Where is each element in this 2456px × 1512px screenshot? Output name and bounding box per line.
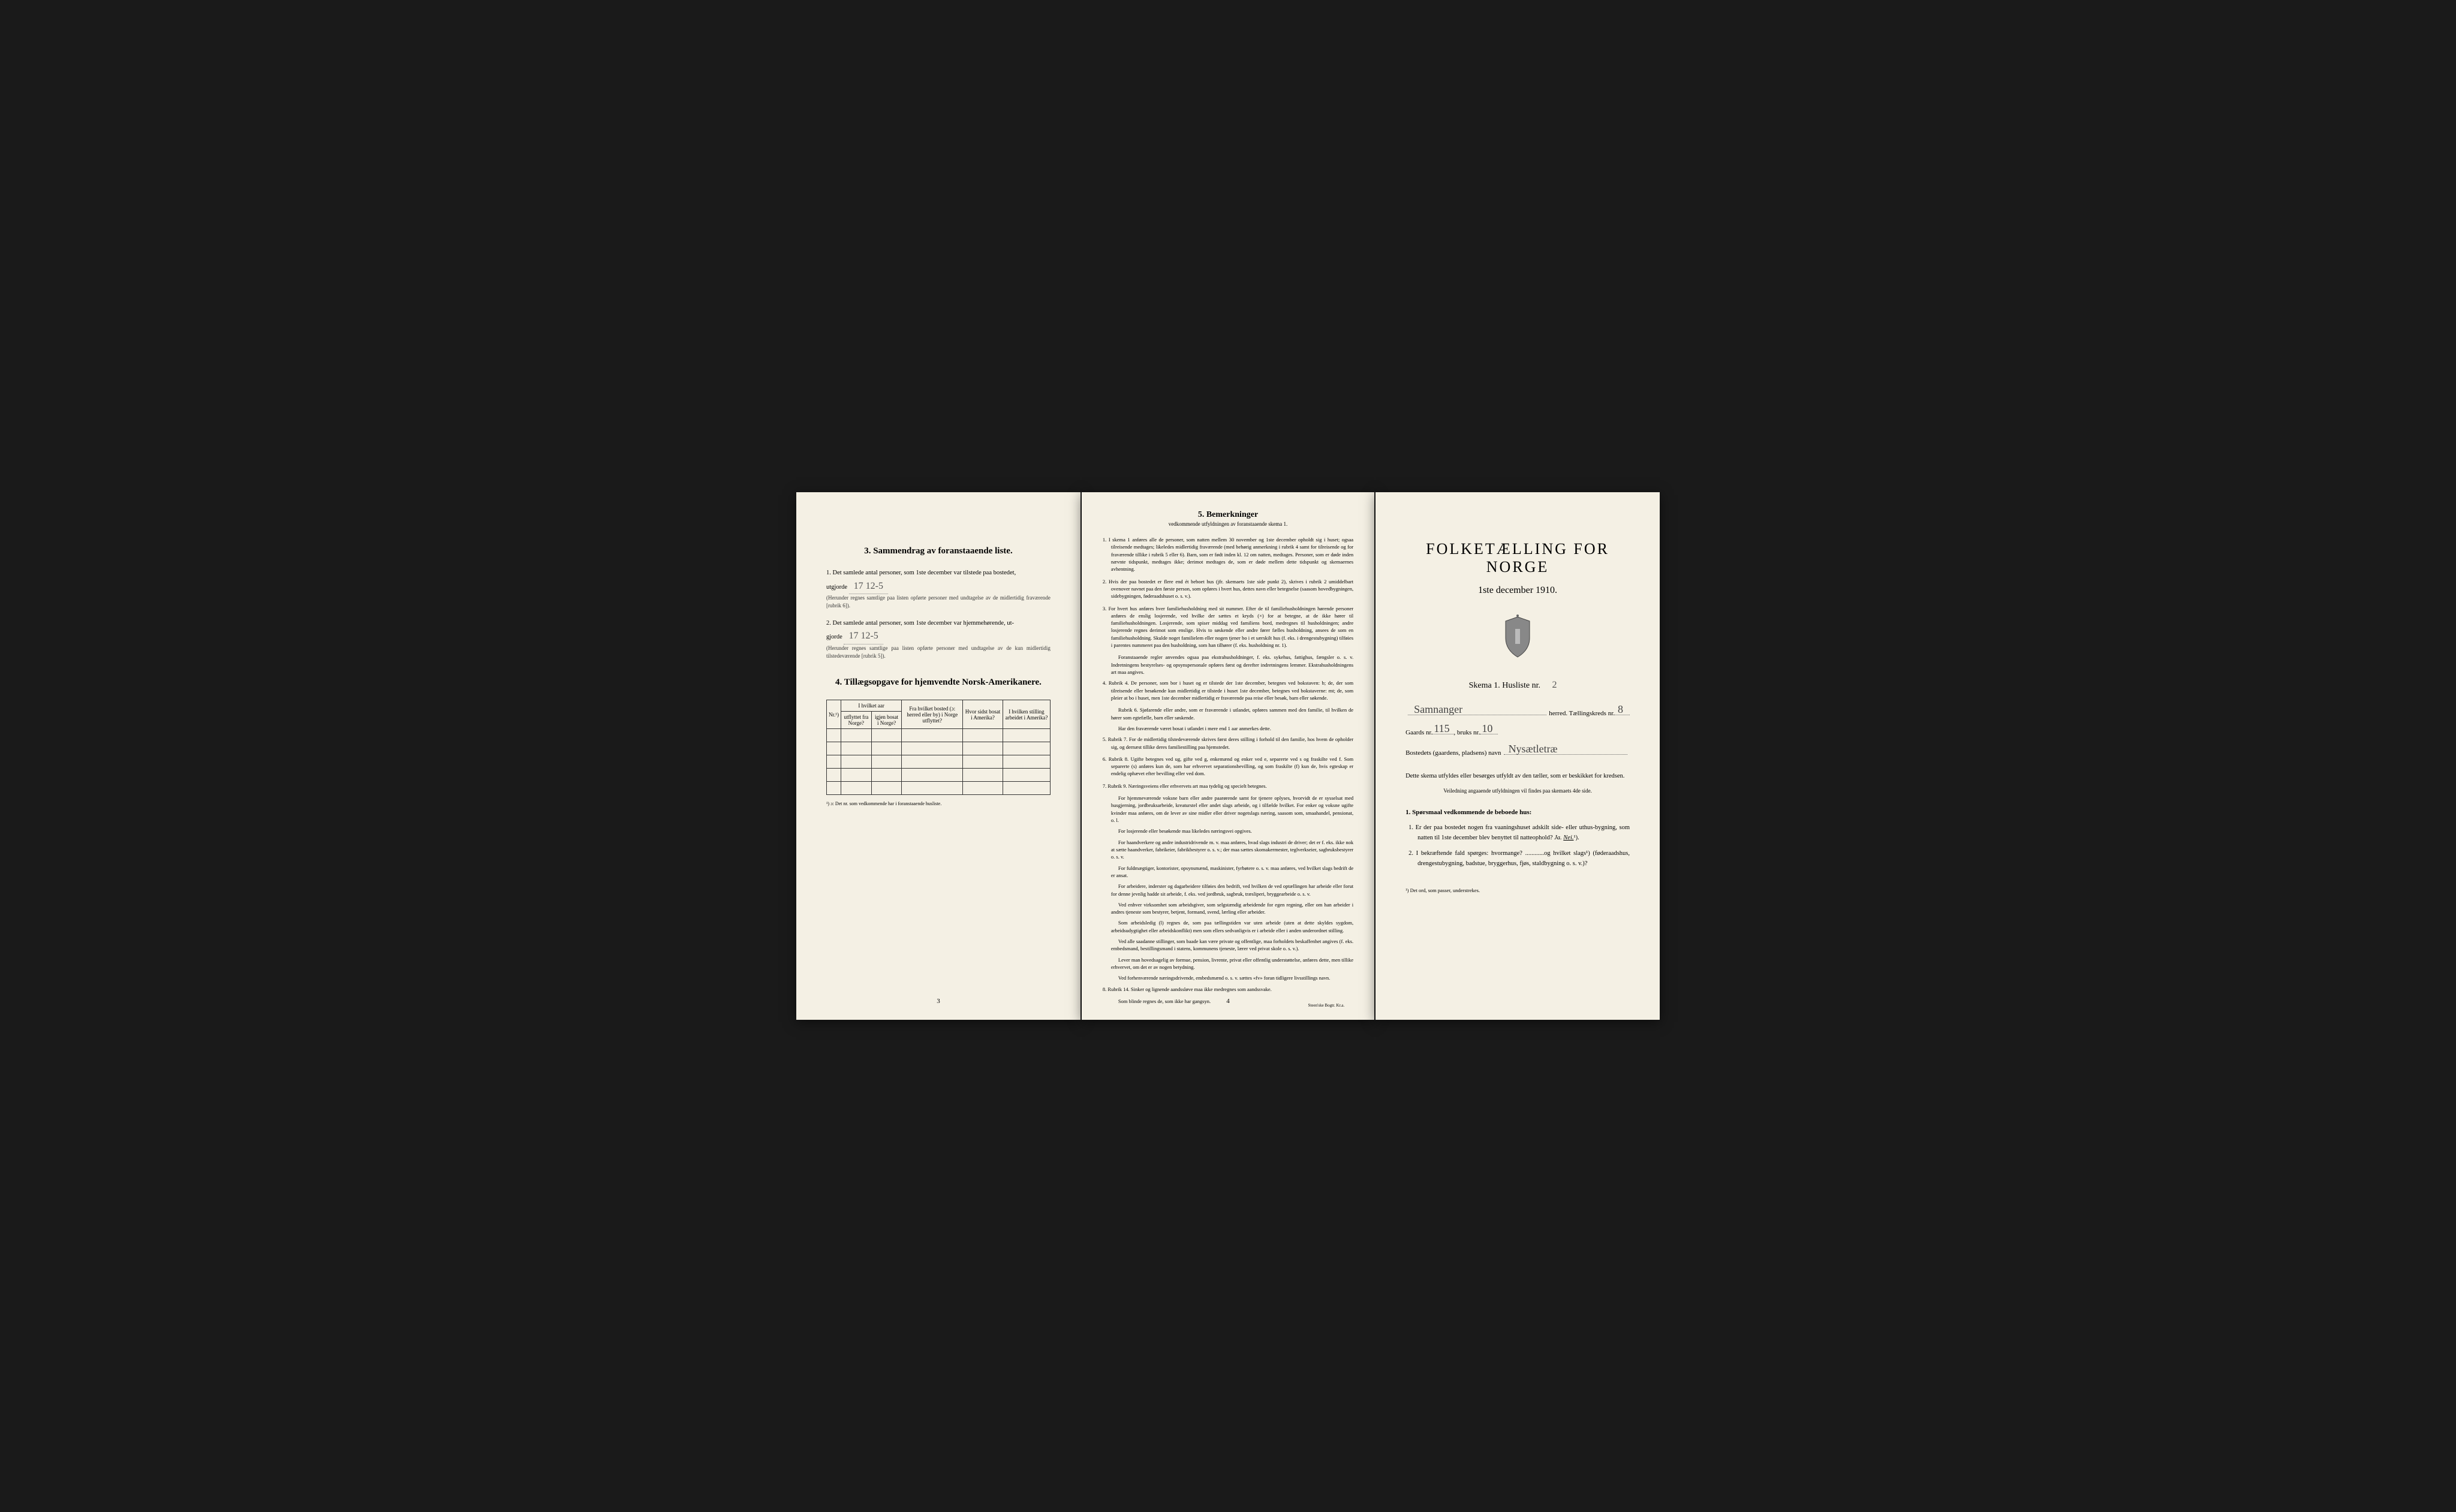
col-utflyttet: utflyttet fra Norge?	[841, 712, 871, 729]
note-7-extra-5: For arbeidere, inderster og dagarbeidere…	[1103, 882, 1353, 897]
col-amerika: Hvor sidst bosat i Amerika?	[963, 700, 1003, 729]
note-7-extra-10: Ved forhenværende næringsdrivende, embed…	[1103, 974, 1353, 981]
hjemme-value: 17 12-5	[844, 628, 883, 644]
document-spread: 3. Sammendrag av foranstaaende liste. 1.…	[796, 492, 1660, 1020]
main-title: FOLKETÆLLING FOR NORGE	[1405, 540, 1630, 576]
note-4-extra-2: Har den fraværende været bosat i utlande…	[1103, 725, 1353, 732]
left-footnote: ¹) ɔ: Det nr. som vedkommende har i fora…	[826, 801, 1051, 806]
note-7-extra-4: For fuldmægtiger, kontorister, opsynsmæn…	[1103, 865, 1353, 880]
date-line: 1ste december 1910.	[1405, 585, 1630, 596]
bemerkninger-sub: vedkommende utfyldningen av foranstaaend…	[1103, 521, 1353, 527]
note-6: 6. Rubrik 8. Ugifte betegnes ved ug, gif…	[1103, 755, 1353, 778]
note-3: 3. For hvert hus anføres hver familiehus…	[1103, 605, 1353, 649]
note-7-extra-3: For haandverkere og andre industridriven…	[1103, 839, 1353, 861]
answer-ja: Ja.	[1554, 835, 1562, 841]
notes-block: 1. I skema 1 anføres alle de personer, s…	[1103, 536, 1353, 1005]
husliste-nr: 2	[1543, 680, 1567, 691]
section-3-title: 3. Sammendrag av foranstaaende liste.	[826, 546, 1051, 556]
note-4-extra-1: Rubrik 6. Sjøfarende eller andre, som er…	[1103, 706, 1353, 721]
table-row	[827, 769, 1051, 782]
gaard-value: 115	[1434, 722, 1449, 735]
kreds-value: 8	[1618, 703, 1623, 716]
col-bosat: igjen bosat i Norge?	[871, 712, 902, 729]
note-1: 1. I skema 1 anføres alle de personer, s…	[1103, 536, 1353, 573]
gaard-line: Gaards nr. 115 , bruks nr. 10	[1405, 726, 1630, 736]
body-text: Dette skema utfyldes eller besørges utfy…	[1405, 772, 1630, 782]
col-bosted: Fra hvilket bosted (ɔ: herred eller by) …	[902, 700, 963, 729]
section-4-title: 4. Tillægsopgave for hjemvendte Norsk-Am…	[826, 677, 1051, 688]
question-2: 2. I bekræftende fald spørges: hvormange…	[1405, 849, 1630, 869]
item-1: 1. Det samlede antal personer, som 1ste …	[826, 568, 1051, 610]
coat-of-arms-icon	[1405, 614, 1630, 662]
herred-value: Samnanger	[1414, 703, 1462, 716]
note-7-extra-8: Ved alle saadanne stillinger, som baade …	[1103, 938, 1353, 953]
answer-nei: Nei.	[1563, 835, 1573, 841]
tilstede-value: 17 12-5	[849, 579, 888, 595]
bosted-line: Bostedets (gaardens, pladsens) navn Nysæ…	[1405, 745, 1630, 757]
amerika-tbody	[827, 729, 1051, 795]
table-row	[827, 755, 1051, 769]
page-num-3: 3	[796, 998, 1080, 1005]
note-7-extra-2: For losjerende eller besøkende maa likel…	[1103, 827, 1353, 835]
amerika-table: Nr.¹) I hvilket aar Fra hvilket bosted (…	[826, 700, 1051, 795]
page-middle: 5. Bemerkninger vedkommende utfyldningen…	[1082, 492, 1374, 1020]
col-nr: Nr.¹)	[827, 700, 841, 729]
table-row	[827, 742, 1051, 755]
question-title: 1. Spørsmaal vedkommende de beboede hus:	[1405, 809, 1630, 816]
bemerkninger-title: 5. Bemerkninger	[1103, 510, 1353, 520]
right-footnote: ¹) Det ord, som passer, understrekes.	[1405, 887, 1630, 893]
note-7-extra-7: Som arbeidsledig (l) regnes de, som paa …	[1103, 919, 1353, 934]
herred-line: Samnanger herred. Tællingskreds nr. 8	[1405, 706, 1630, 717]
page-left: 3. Sammendrag av foranstaaende liste. 1.…	[796, 492, 1080, 1020]
col-stilling: I hvilken stilling arbeidet i Amerika?	[1003, 700, 1050, 729]
skema-line: Skema 1. Husliste nr. 2	[1405, 680, 1630, 691]
note-5: 5. Rubrik 7. For de midlertidig tilstede…	[1103, 736, 1353, 751]
page-right: FOLKETÆLLING FOR NORGE 1ste december 191…	[1376, 492, 1660, 1020]
note-7: 7. Rubrik 9. Næringsveiens eller erhverv…	[1103, 782, 1353, 790]
note-2: 2. Hvis der paa bostedet er flere end ét…	[1103, 578, 1353, 600]
sub-text: Veiledning angaaende utfyldningen vil fi…	[1405, 788, 1630, 794]
table-row	[827, 729, 1051, 742]
note-8: 8. Rubrik 14. Sinker og lignende aandssl…	[1103, 986, 1353, 993]
note-4: 4. Rubrik 4. De personer, som bor i huse…	[1103, 679, 1353, 701]
printer-mark: Steen'ske Bogtr. Kr.a.	[1308, 1003, 1345, 1008]
bosted-value: Nysætletræ	[1509, 743, 1558, 755]
note-7-extra-1: For hjemmeværende voksne barn eller andr…	[1103, 794, 1353, 824]
note-7-extra-6: Ved enhver virksomhet som arbeidsgiver, …	[1103, 901, 1353, 916]
question-1: 1. Er der paa bostedet nogen fra vaaning…	[1405, 823, 1630, 844]
note-3-extra: Foranstaaende regler anvendes ogsaa paa …	[1103, 653, 1353, 676]
table-row	[827, 782, 1051, 795]
item-2: 2. Det samlede antal personer, som 1ste …	[826, 619, 1051, 660]
bruks-value: 10	[1482, 722, 1492, 735]
col-aar: I hvilket aar	[841, 700, 901, 712]
note-7-extra-9: Lever man hovedsagelig av formue, pensio…	[1103, 956, 1353, 971]
